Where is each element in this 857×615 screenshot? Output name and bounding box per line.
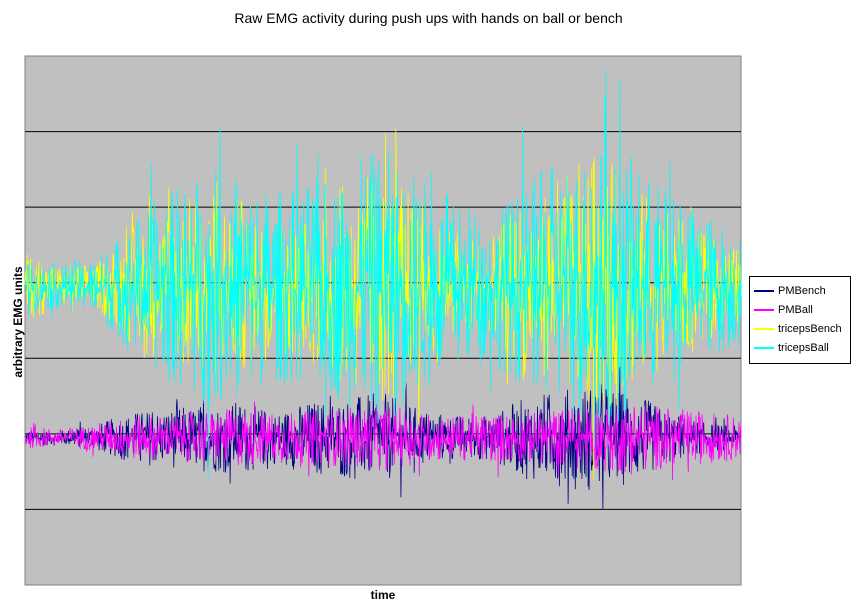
legend-item-tricepsBench: tricepsBench: [754, 319, 850, 338]
legend-label: tricepsBall: [778, 341, 829, 354]
legend-label: PMBall: [778, 303, 813, 316]
legend-item-PMBall: PMBall: [754, 300, 850, 319]
chart-title: Raw EMG activity during push ups with ha…: [234, 10, 623, 26]
legend-swatch: [754, 327, 774, 330]
legend-label: PMBench: [778, 284, 826, 297]
legend-swatch: [754, 346, 774, 349]
legend-label: tricepsBench: [778, 322, 842, 335]
series-line-PMBench: [24, 363, 742, 509]
legend-item-PMBench: PMBench: [754, 281, 850, 300]
series-line-PMBall: [24, 401, 742, 481]
x-axis-label: time: [370, 588, 396, 602]
legend-swatch: [754, 289, 774, 292]
legend-item-tricepsBall: tricepsBall: [754, 338, 850, 357]
legend-swatch: [754, 308, 774, 311]
legend: PMBench PMBall tricepsBench tricepsBall: [749, 276, 851, 364]
series-line-tricepsBall: [24, 70, 742, 478]
